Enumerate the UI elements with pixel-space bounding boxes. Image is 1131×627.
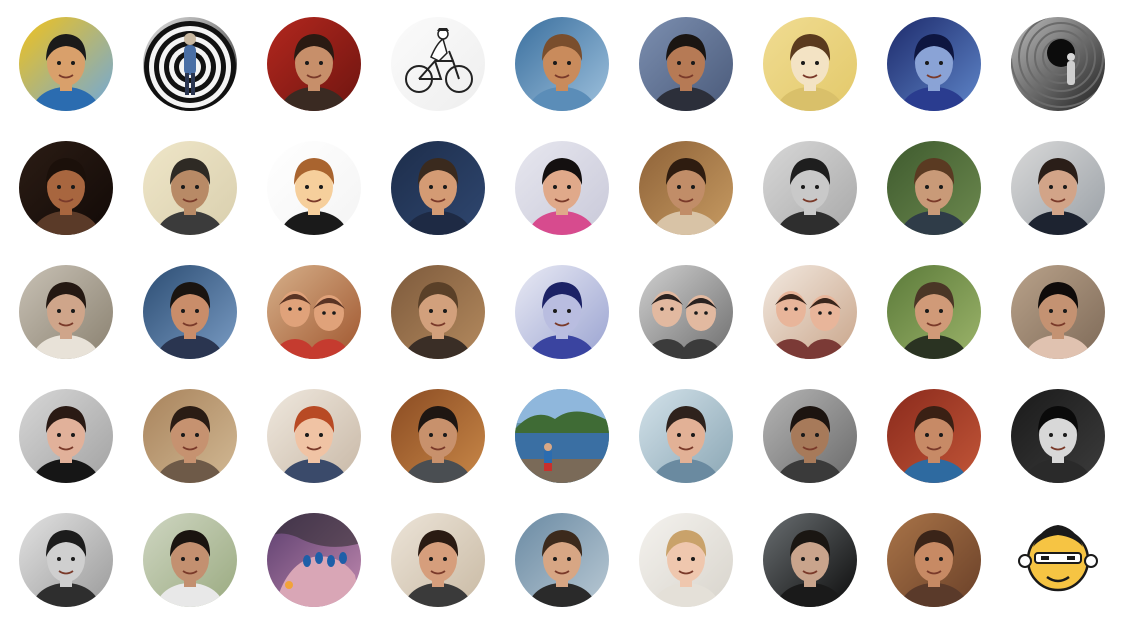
avatar-image	[639, 265, 733, 359]
avatar-image	[763, 265, 857, 359]
avatar-wooden-sculpture[interactable]	[515, 17, 609, 111]
avatar-man-bun-profile[interactable]	[143, 513, 237, 607]
avatar-woman-bw-dark[interactable]	[1011, 389, 1105, 483]
avatar-image	[19, 17, 113, 111]
avatar-man-bucket-hat[interactable]	[143, 141, 237, 235]
avatar-image	[515, 513, 609, 607]
avatar-bicycle-sketch[interactable]	[391, 17, 485, 111]
avatar-image	[267, 389, 361, 483]
avatar-man-bw-smiling[interactable]	[763, 141, 857, 235]
avatar-red-background-glasses[interactable]	[267, 17, 361, 111]
avatar-image	[887, 141, 981, 235]
avatar-mother-child[interactable]	[763, 265, 857, 359]
avatar-woman-glasses-sepia[interactable]	[639, 141, 733, 235]
avatar-woman-laughing-dark[interactable]	[19, 141, 113, 235]
avatar-image	[267, 265, 361, 359]
avatar-image	[1011, 17, 1105, 111]
avatar-man-beard-portrait[interactable]	[887, 513, 981, 607]
avatar-woman-window-light[interactable]	[19, 265, 113, 359]
avatar-woman-earring-red[interactable]	[887, 389, 981, 483]
avatar-man-bearded-cafe[interactable]	[391, 389, 485, 483]
avatar-woman-redhead[interactable]	[267, 389, 361, 483]
avatar-image	[19, 513, 113, 607]
avatar-woman-curly-dark[interactable]	[1011, 265, 1105, 359]
avatar-image	[391, 141, 485, 235]
avatar-image	[763, 389, 857, 483]
avatar-image	[267, 141, 361, 235]
avatar-children-table[interactable]	[267, 265, 361, 359]
avatar-woman-sunglasses-duotone[interactable]	[515, 265, 609, 359]
avatar-image	[887, 265, 981, 359]
avatar-image	[19, 141, 113, 235]
avatar-image	[391, 265, 485, 359]
avatar-man-glasses-pensive[interactable]	[391, 265, 485, 359]
avatar-image	[639, 389, 733, 483]
avatar-man-round-vignette[interactable]	[763, 513, 857, 607]
avatar-image	[143, 389, 237, 483]
avatar-woman-mosaic-wall[interactable]	[143, 389, 237, 483]
avatar-image	[515, 389, 609, 483]
avatar-image	[143, 17, 237, 111]
avatar-image	[515, 17, 609, 111]
avatar-woman-blue-light[interactable]	[887, 17, 981, 111]
avatar-lake-landscape[interactable]	[515, 389, 609, 483]
avatar-image	[267, 513, 361, 607]
avatar-image	[639, 141, 733, 235]
avatar-image	[887, 389, 981, 483]
avatar-woman-blonde-glasses[interactable]	[639, 513, 733, 607]
avatar-woman-curly-hair[interactable]	[639, 17, 733, 111]
avatar-image	[887, 17, 981, 111]
avatar-man-profile-blue[interactable]	[143, 265, 237, 359]
avatar-man-curly-glasses[interactable]	[515, 513, 609, 607]
avatar-cartoon-striped-shirt[interactable]	[267, 141, 361, 235]
avatar-image	[1011, 389, 1105, 483]
avatar-image	[143, 141, 237, 235]
avatar-image	[887, 513, 981, 607]
avatar-man-aviator-sunglasses[interactable]	[391, 513, 485, 607]
avatar-grid	[19, 17, 1105, 607]
avatar-image	[19, 389, 113, 483]
avatar-image	[143, 265, 237, 359]
avatar-image	[267, 17, 361, 111]
avatar-image	[515, 265, 609, 359]
avatar-image	[1011, 513, 1105, 607]
avatar-man-hat-garden[interactable]	[887, 141, 981, 235]
avatar-cartoon-man-popart[interactable]	[19, 17, 113, 111]
avatar-image	[391, 513, 485, 607]
avatar-image	[391, 389, 485, 483]
avatar-man-phone-street[interactable]	[1011, 141, 1105, 235]
avatar-image	[763, 513, 857, 607]
avatar-spiral-optical[interactable]	[143, 17, 237, 111]
avatar-man-beard-glasses[interactable]	[887, 265, 981, 359]
avatar-cartoon-girl-yellow[interactable]	[763, 17, 857, 111]
avatar-image	[19, 265, 113, 359]
avatar-cartoon-bald-yellow[interactable]	[1011, 513, 1105, 607]
avatar-woman-long-hair[interactable]	[19, 389, 113, 483]
avatar-man-hat-bw[interactable]	[19, 513, 113, 607]
avatar-image	[391, 17, 485, 111]
avatar-image	[1011, 141, 1105, 235]
avatar-image	[639, 17, 733, 111]
avatar-image	[515, 141, 609, 235]
avatar-woman-smiling-bangs[interactable]	[515, 141, 609, 235]
avatar-image	[1011, 265, 1105, 359]
avatar-image	[763, 17, 857, 111]
avatar-man-sunglasses-selfie[interactable]	[639, 389, 733, 483]
avatar-couple-kiss[interactable]	[639, 265, 733, 359]
avatar-image	[143, 513, 237, 607]
avatar-man-dreadlocks[interactable]	[763, 389, 857, 483]
avatar-bw-tunnel[interactable]	[1011, 17, 1105, 111]
avatar-man-beard-smiling[interactable]	[391, 141, 485, 235]
avatar-image	[639, 513, 733, 607]
avatar-image	[763, 141, 857, 235]
avatar-painted-nails[interactable]	[267, 513, 361, 607]
